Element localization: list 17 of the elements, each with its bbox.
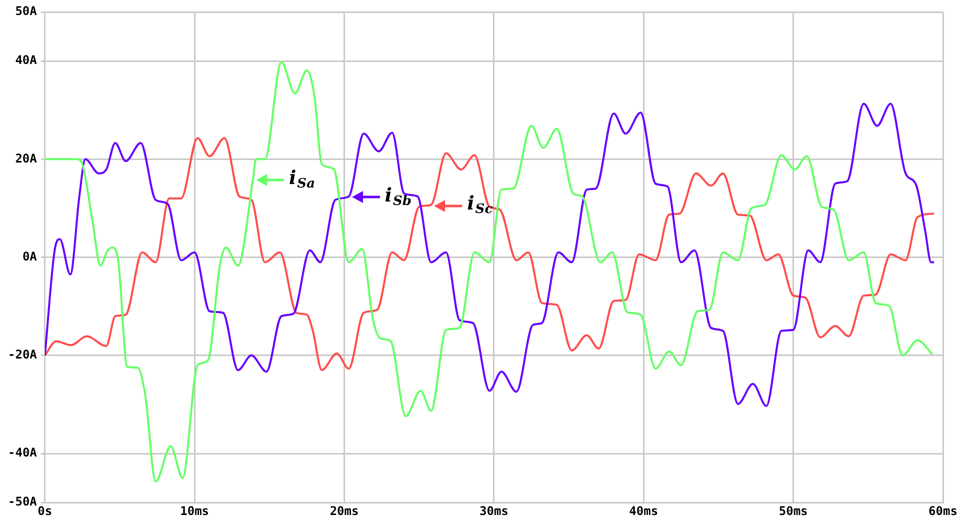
y-tick-label: 40A	[15, 53, 38, 68]
y-tick-label: 0A	[22, 249, 38, 264]
x-tick-label: 40ms	[629, 504, 658, 518]
x-tick-label: 20ms	[330, 504, 359, 518]
line-series	[44, 137, 936, 372]
line-series	[44, 102, 936, 407]
x-tick-label: 50ms	[778, 504, 808, 518]
x-tick-label: 10ms	[180, 504, 210, 518]
y-tick-label: 20A	[15, 151, 38, 166]
line-series	[44, 61, 934, 483]
x-tick-label: 0s	[38, 504, 52, 518]
y-tick-label: -20A	[8, 348, 38, 362]
y-tick-label: 50A	[15, 4, 38, 18]
x-tick-label: 60ms	[928, 504, 958, 518]
x-tick-label: 30ms	[479, 504, 508, 518]
y-tick-label: -40A	[8, 446, 38, 460]
y-tick-label: -50A	[8, 494, 38, 509]
